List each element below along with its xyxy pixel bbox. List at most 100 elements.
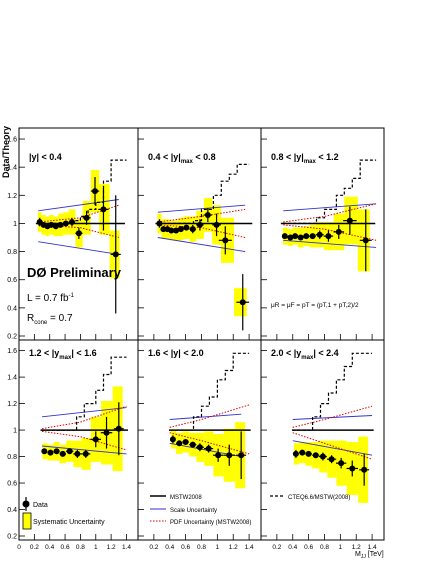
panel-1-point-4 xyxy=(48,221,55,228)
panel-6-rapidity-label-main: 2.0 < |y xyxy=(271,348,301,358)
panel-3-rapidity-label-end: < 1.2 xyxy=(316,152,339,162)
panel-6-xtick-label-6: 1.2 xyxy=(352,544,361,551)
panel-6-rapidity-label-end: | < 2.4 xyxy=(313,348,338,358)
panel-1-point-8 xyxy=(68,219,75,226)
panel-5-point-7 xyxy=(215,452,222,459)
panel-4-point-3 xyxy=(53,448,60,455)
panel-4-xtick-label-2: 0.2 xyxy=(30,544,39,551)
legend-mstw: MSTW2008 xyxy=(150,495,202,501)
panel-2-point-10 xyxy=(204,212,211,219)
panel-4-point-4 xyxy=(59,450,66,457)
legend-scale-label: Scale Uncertainty xyxy=(170,508,217,514)
panel-5-rapidity-label-end: < 2.0 xyxy=(181,348,204,358)
panel-2-rapidity-label-main: 0.4 < |y| xyxy=(148,152,181,162)
panel-2-cteq-line xyxy=(157,163,250,224)
panel-5-xtick-label-1: 0.2 xyxy=(149,544,158,551)
panel-6-point-6 xyxy=(328,456,335,463)
panel-6-rapidity-label: 2.0 < |ymax| < 2.4 xyxy=(271,348,339,361)
panel-2-point-1 xyxy=(156,220,163,227)
x-axis-title-main: M xyxy=(355,551,361,558)
panel-5-point-5 xyxy=(196,444,203,451)
panel-4-rapidity-label-sub: max xyxy=(59,355,72,361)
x-axis-title-sub: JJ xyxy=(361,554,367,560)
panel-4-xtick-label-8: 1.4 xyxy=(122,544,131,551)
panel-6-cteq-line xyxy=(292,352,373,431)
panel-1-point-13 xyxy=(112,251,119,258)
legend-data-marker xyxy=(22,500,30,508)
panel-6-point-9 xyxy=(361,466,368,473)
panel-4-rapidity-label-end: | < 1.6 xyxy=(71,348,96,358)
panel-5-point-8 xyxy=(226,452,233,459)
panel-3-point-5 xyxy=(303,233,310,240)
panel-1-ytick-label-5: 1 xyxy=(13,221,17,228)
theory-curve-layer xyxy=(35,159,377,460)
panel-6-xtick-label-1: 0.2 xyxy=(272,544,281,551)
panel-4-point-5 xyxy=(66,448,73,455)
panel-5-xtick-label-2: 0.4 xyxy=(165,544,174,551)
panel-3-point-9 xyxy=(335,228,342,235)
panel-2-rapidity-label-sub: max xyxy=(181,159,194,165)
panel-1-ytick-label-2: 0.4 xyxy=(7,305,17,312)
panel-4-cteq-line xyxy=(42,356,127,431)
panel-4-xtick-label-5: 0.8 xyxy=(76,544,85,551)
panel-4-ytick-label-6: 1.2 xyxy=(7,401,17,408)
panel-4-xtick-label-3: 0.4 xyxy=(45,544,54,551)
panel-3-rapidity-label-main: 0.8 < |y| xyxy=(271,152,304,162)
legend-syst-label: Systematic Uncertainty xyxy=(33,519,105,526)
panel-1-rapidity-label: |y| < 0.4 xyxy=(29,152,62,162)
legend-cteq: CTEQ6.6/MSTW(2008) xyxy=(270,495,350,501)
experiment-label: DØ Preliminary xyxy=(27,265,122,280)
panel-6-point-1 xyxy=(292,450,299,457)
panel-6-xtick-label-2: 0.4 xyxy=(288,544,297,551)
y-axis-title: Data/Theory xyxy=(1,126,11,178)
panel-4-scale-down xyxy=(41,445,127,455)
panel-6-rapidity-label-sub: max xyxy=(301,355,314,361)
panel-2-pdf-up xyxy=(157,208,246,223)
panel-5-point-1 xyxy=(169,436,176,443)
cone-radius-value: = 0.7 xyxy=(47,313,73,324)
panel-3-point-2 xyxy=(287,234,294,241)
legend-pdf: PDF Uncertainty (MSTW2008) xyxy=(150,520,251,526)
panel-3-cteq-line xyxy=(283,159,377,224)
panel-2-rapidity-label-end: < 0.8 xyxy=(193,152,216,162)
luminosity-exponent: -1 xyxy=(69,293,75,299)
panel-1-point-11 xyxy=(92,188,99,195)
panel-4-xtick-label-6: 1 xyxy=(94,544,98,551)
cone-radius-symbol: R xyxy=(27,313,34,324)
panel-4-ytick-label-7: 1.4 xyxy=(7,375,17,382)
panel-4-point-2 xyxy=(47,449,54,456)
panel-4-point-8 xyxy=(92,436,99,443)
panel-2-point-5 xyxy=(173,227,180,234)
legend-data-label: Data xyxy=(33,502,48,509)
panel-6-point-4 xyxy=(312,452,319,459)
panel-1-point-10 xyxy=(83,214,90,221)
scale-choice-label: μR = μF = pT = (pT,1 + pT,2)/2 xyxy=(271,302,359,309)
panel-3-rapidity-label: 0.8 < |y|max < 1.2 xyxy=(271,152,339,165)
x-axis-title-unit: [TeV] xyxy=(366,551,384,558)
panel-5-point-6 xyxy=(205,445,212,452)
panel-frame-layer xyxy=(18,127,385,541)
panel-4-ytick-label-8: 1.6 xyxy=(7,348,17,355)
panel-1-point-5 xyxy=(52,223,59,230)
panel-2-point-7 xyxy=(183,224,190,231)
panel-1-point-12 xyxy=(100,206,107,213)
panel-4-xtick-label-7: 1.2 xyxy=(107,544,116,551)
panel-6-pdf-up xyxy=(292,405,373,428)
panel-2-point-9 xyxy=(196,221,203,228)
panel-6-xtick-label-3: 0.6 xyxy=(304,544,313,551)
panel-6-point-7 xyxy=(338,460,345,467)
panel-3-scale-down xyxy=(283,239,377,248)
panel-4-ytick-label-3: 0.6 xyxy=(7,481,17,488)
panel-1-ytick-label-1: 0.2 xyxy=(7,334,17,341)
panel-3-point-10 xyxy=(346,217,353,224)
panel-5-xtick-label-4: 0.8 xyxy=(197,544,206,551)
panel-6-point-5 xyxy=(319,453,326,460)
panel-1-ytick-label-8: 1.6 xyxy=(7,137,17,144)
panel-6-pdf-down xyxy=(292,432,373,460)
panel-4-ytick-label-4: 0.8 xyxy=(7,454,17,461)
panel-5-rapidity-label: 1.6 < |y| < 2.0 xyxy=(148,348,204,358)
legend-syst-swatch xyxy=(22,512,32,530)
legend-scale: Scale Uncertainty xyxy=(150,508,217,514)
panel-1-ytick-label-3: 0.6 xyxy=(7,277,17,284)
legend-pdf-label: PDF Uncertainty (MSTW2008) xyxy=(170,520,251,526)
